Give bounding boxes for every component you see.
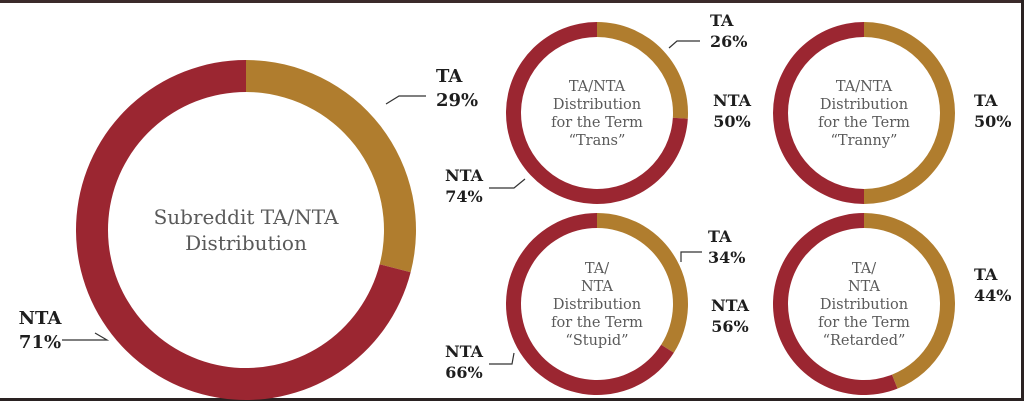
ta-label-line: 34% bbox=[708, 248, 745, 267]
chart-title-line: TA/NTA bbox=[836, 79, 893, 95]
nta-label-line: NTA bbox=[713, 91, 752, 110]
ta-label-line: TA bbox=[708, 227, 732, 246]
nta-label: NTA 50% bbox=[713, 91, 752, 131]
ta-slice bbox=[246, 60, 416, 273]
chart-title-line: NTA bbox=[581, 279, 614, 295]
ta-label: TA 29% bbox=[436, 66, 478, 111]
chart-title-line: Subreddit TA/NTA bbox=[154, 205, 339, 229]
chart-title: TA/NTA Distribution for the Term “Trans” bbox=[551, 79, 643, 149]
leader-line bbox=[489, 178, 526, 189]
chart-title-line: NTA bbox=[848, 279, 881, 295]
chart-title-line: “Retarded” bbox=[823, 333, 906, 349]
chart-title-line: TA/NTA bbox=[569, 79, 626, 95]
nta-slice bbox=[773, 22, 864, 204]
ta-slice bbox=[597, 22, 688, 119]
nta-label-line: 50% bbox=[713, 112, 750, 131]
nta-label-line: 56% bbox=[711, 317, 748, 336]
ta-label-line: TA bbox=[974, 265, 998, 284]
ta-slice bbox=[597, 213, 689, 353]
ta-label: TA 50% bbox=[974, 91, 1011, 131]
chart-title-line: Distribution bbox=[820, 297, 908, 313]
chart-title-line: Distribution bbox=[185, 231, 307, 255]
chart-title-line: TA/ bbox=[585, 261, 609, 277]
ta-label-line: 44% bbox=[974, 286, 1011, 305]
ta-label-line: 29% bbox=[436, 90, 478, 111]
leader-line bbox=[385, 95, 426, 105]
nta-label: NTA 74% bbox=[445, 166, 484, 206]
nta-label: NTA 56% bbox=[711, 296, 750, 336]
leader-line bbox=[489, 352, 515, 365]
chart-title-line: “Tranny” bbox=[831, 133, 898, 149]
chart-title-line: for the Term bbox=[551, 315, 643, 331]
nta-label-line: 66% bbox=[445, 363, 482, 382]
chart-title: Subreddit TA/NTA Distribution bbox=[154, 205, 339, 255]
nta-label-line: NTA bbox=[19, 308, 63, 329]
nta-label: NTA 71% bbox=[19, 308, 63, 353]
chart-title-line: for the Term bbox=[551, 115, 643, 131]
chart-title: TA/NTA Distribution for the Term “Tranny” bbox=[818, 79, 910, 149]
donut-chart-4: TA/NTA Distribution for the Term “Stupid”TA… bbox=[445, 213, 745, 396]
chart-title-line: Distribution bbox=[820, 97, 908, 113]
nta-label-line: 71% bbox=[19, 332, 61, 353]
donut-chart-5: TA/NTA Distribution for the Term “Retarded”… bbox=[711, 213, 1011, 395]
donut-chart-3: TA/NTA Distribution for the Term “Tranny”TA… bbox=[713, 22, 1011, 204]
ta-label: TA 34% bbox=[708, 227, 745, 267]
chart-title-line: Distribution bbox=[553, 97, 641, 113]
ta-label-line: TA bbox=[436, 66, 463, 87]
donut-chart-1: Subreddit TA/NTA Distribution TA 29% NTA 71% bbox=[19, 60, 478, 400]
ta-slice bbox=[864, 22, 955, 204]
chart-title-line: Distribution bbox=[553, 297, 641, 313]
chart-title-line: TA/ bbox=[852, 261, 876, 277]
chart-title: TA/NTA Distribution for the Term “Retarded” bbox=[818, 261, 910, 349]
chart-title-line: for the Term bbox=[818, 115, 910, 131]
nta-label-line: 74% bbox=[445, 187, 482, 206]
nta-label-line: NTA bbox=[445, 166, 484, 185]
chart-title-line: “Stupid” bbox=[565, 333, 628, 349]
leader-line bbox=[680, 251, 702, 262]
nta-label: NTA 66% bbox=[445, 342, 484, 382]
ta-label-line: TA bbox=[974, 91, 998, 110]
leader-line bbox=[668, 40, 700, 49]
nta-label-line: NTA bbox=[445, 342, 484, 361]
nta-label-line: NTA bbox=[711, 296, 750, 315]
chart-title-line: “Trans” bbox=[569, 133, 626, 149]
ta-slice bbox=[864, 213, 955, 389]
donut-chart-2: TA/NTA Distribution for the Term “Trans” TA 2… bbox=[445, 11, 748, 206]
ta-label: TA 44% bbox=[974, 265, 1011, 305]
top-border bbox=[0, 0, 1024, 3]
ta-label: TA 26% bbox=[710, 11, 747, 51]
ta-label-line: TA bbox=[710, 11, 734, 30]
chart-title: TA/NTA Distribution for the Term “Stupid” bbox=[551, 261, 643, 349]
leader-line bbox=[62, 332, 110, 341]
bottom-border bbox=[0, 398, 1024, 401]
ta-label-line: 50% bbox=[974, 112, 1011, 131]
chart-title-line: for the Term bbox=[818, 315, 910, 331]
ta-label-line: 26% bbox=[710, 32, 747, 51]
right-border bbox=[1021, 0, 1024, 401]
